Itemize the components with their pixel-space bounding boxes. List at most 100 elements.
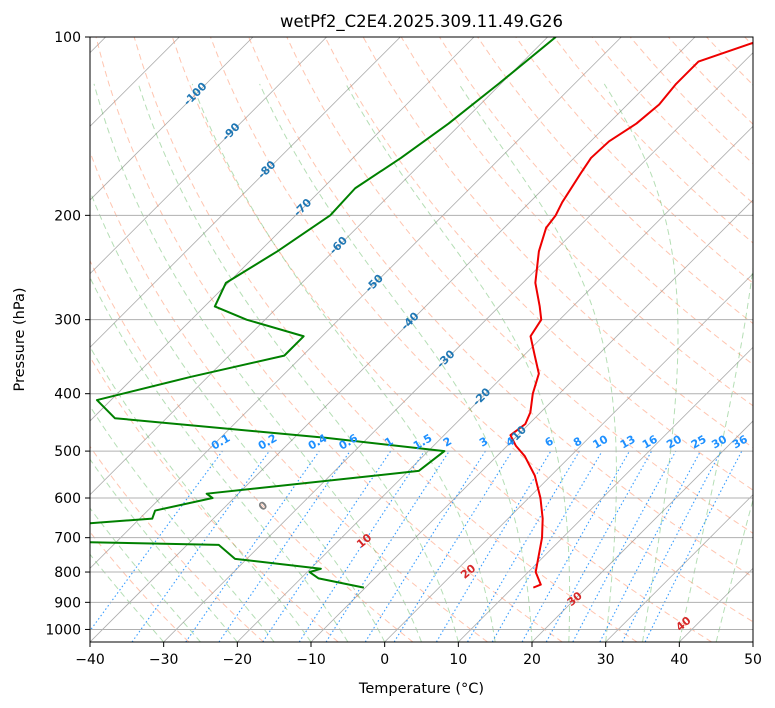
- dry-adiabat-line: [591, 37, 753, 204]
- moist-adiabat-line: [90, 189, 386, 642]
- moist-adiabat-line: [458, 83, 617, 642]
- dry-adiabat-line: [248, 37, 753, 578]
- x-tick-label: 20: [523, 652, 541, 668]
- mixing-ratio-label: 36: [730, 432, 750, 451]
- isotherm-line: [90, 37, 622, 569]
- moist-adiabat-line: [90, 345, 312, 642]
- mixing-ratio-line: [435, 450, 552, 642]
- dry-adiabat-line: [668, 37, 753, 125]
- isotherm-line: [90, 37, 696, 642]
- isotherm-label: -60: [327, 234, 350, 257]
- y-tick-label: 600: [54, 491, 81, 507]
- isotherm-line: [90, 37, 401, 348]
- dry-adiabat-line: [210, 37, 753, 623]
- theta-label: 20: [458, 562, 478, 582]
- mixing-ratio-line: [218, 450, 351, 642]
- x-tick-label: −20: [223, 652, 253, 668]
- dewpoint-profile-line: [90, 37, 557, 589]
- mixing-ratio-label: 8: [571, 435, 584, 450]
- dry-adiabat-line: [553, 37, 753, 244]
- dry-adiabat-line: [286, 37, 753, 534]
- y-tick-label: 500: [54, 444, 81, 460]
- mixing-ratio-label: 25: [689, 433, 709, 452]
- moist-adiabat-line: [345, 83, 571, 642]
- isotherm-label: -50: [363, 272, 386, 295]
- moist-adiabat-line: [93, 83, 422, 642]
- dry-adiabat-line: [90, 150, 488, 642]
- dry-adiabat-line: [90, 356, 339, 642]
- isotherm-line: [163, 52, 753, 642]
- isotherm-line: [679, 567, 753, 642]
- dry-adiabat-line: [133, 37, 638, 642]
- isotherm-line: [605, 494, 753, 642]
- x-tick-label: −30: [149, 652, 179, 668]
- temperature-profile-line: [509, 41, 753, 589]
- mixing-ratio-label: 30: [709, 432, 729, 451]
- y-tick-label: 300: [54, 313, 81, 329]
- mixing-ratio-line: [467, 450, 580, 642]
- dry-adiabat-line: [744, 37, 753, 47]
- isotherm-line: [384, 273, 753, 642]
- dry-adiabat-line: [90, 445, 264, 642]
- isotherm-line: [310, 199, 753, 642]
- isotherm-line: [531, 420, 753, 642]
- x-tick-label: −10: [296, 652, 326, 668]
- plot-frame: [89, 36, 754, 643]
- moist-adiabat-line: [259, 83, 533, 642]
- moist-adiabat-line: [191, 83, 496, 642]
- y-tick-label: 100: [54, 30, 81, 46]
- moist-adiabat-line: [603, 83, 679, 642]
- mixing-ratio-label: 20: [664, 432, 684, 451]
- y-axis: 100 200 300 400 500 600 700 800 900 1000: [45, 30, 90, 638]
- moist-adiabat-line: [715, 498, 753, 642]
- y-tick-label: 800: [54, 565, 81, 581]
- x-tick-label: 50: [744, 652, 762, 668]
- isotherm-label: -100: [181, 79, 210, 108]
- mixing-ratio-label: 13: [618, 433, 638, 452]
- y-tick-label: 1000: [45, 622, 81, 638]
- chart-title: wetPf2_C2E4.2025.309.11.49.G26: [280, 12, 563, 32]
- mixing-ratio-line: [325, 450, 450, 642]
- x-tick-label: 40: [670, 652, 688, 668]
- y-tick-label: 700: [54, 531, 81, 547]
- moist-adiabat-line: [678, 83, 753, 642]
- dry-adiabat-line: [95, 37, 563, 642]
- isotherm-line: [752, 641, 753, 642]
- y-tick-label: 200: [54, 208, 81, 224]
- isotherm-line: [90, 37, 475, 422]
- mixing-ratio-line: [644, 450, 743, 642]
- isotherm-label: -30: [434, 347, 457, 370]
- x-tick-label: 10: [449, 652, 467, 668]
- mixing-ratio-line: [521, 450, 630, 642]
- isotherm-line: [237, 125, 753, 642]
- mixing-ratio-label: 1: [382, 435, 395, 450]
- mixing-ratio-label: 0.2: [256, 432, 279, 453]
- mixing-ratio-line: [262, 450, 392, 642]
- isotherm-line: [90, 37, 327, 275]
- moist-adiabat-line: [90, 276, 349, 642]
- dry-adiabat-line: [515, 37, 753, 284]
- moist-adiabat-line: [90, 553, 165, 642]
- mixing-ratio-line: [572, 450, 677, 642]
- mixing-ratio-line: [599, 450, 702, 642]
- mixing-ratio-label: 10: [591, 432, 611, 451]
- isotherm-line: [90, 37, 254, 201]
- y-axis-label: Pressure (hPa): [12, 287, 28, 391]
- moist-adiabat-line: [137, 83, 459, 642]
- y-tick-label: 400: [54, 387, 81, 403]
- isotherm-label: -20: [470, 385, 493, 408]
- x-axis-label: Temperature (°C): [358, 681, 484, 697]
- mixing-ratio-line: [185, 450, 320, 642]
- x-tick-label: 30: [597, 652, 615, 668]
- dry-adiabat-line: [324, 37, 753, 491]
- isotherm-label: -40: [398, 309, 421, 332]
- isotherm-label: -80: [255, 158, 278, 181]
- dry-adiabat-line: [706, 37, 753, 86]
- mixing-ratio-label: 3: [477, 435, 490, 450]
- moist-adiabat-line: [90, 405, 275, 642]
- mixing-ratio-line: [364, 450, 486, 642]
- x-tick-label: 0: [380, 652, 389, 668]
- mixing-ratio-line: [545, 450, 653, 642]
- isotherm-line: [458, 346, 753, 642]
